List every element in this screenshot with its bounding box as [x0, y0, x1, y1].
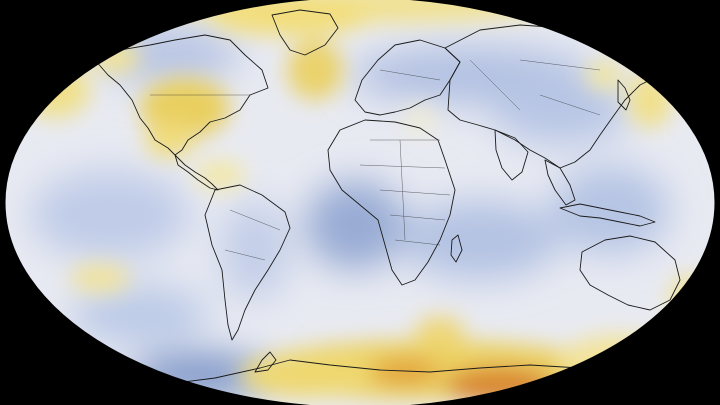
border-line — [394, 239, 441, 246]
southeast-asia-outline — [544, 159, 576, 206]
australia-outline — [579, 235, 681, 311]
indian-ocean-cool-region — [400, 200, 560, 280]
border-line — [399, 139, 406, 241]
india-outline — [494, 129, 529, 181]
antarctica-east-warm-region — [240, 353, 380, 397]
madagascar-outline — [450, 234, 463, 263]
south-america-cool-region — [220, 200, 290, 300]
cool-anomaly-layer — [30, 25, 670, 397]
south-pacific-warm-region — [70, 264, 130, 292]
japan-outline — [617, 79, 631, 111]
indonesia-outline — [559, 203, 656, 227]
tropical-atlantic-cool-region — [305, 180, 405, 270]
greenland-outline — [271, 9, 339, 56]
north-america-outline — [94, 34, 269, 156]
south-atlantic-warm-region — [415, 316, 465, 344]
border-line — [359, 164, 446, 169]
south-pacific-cool-region — [70, 285, 210, 345]
north-atlantic-warm-region — [287, 40, 343, 100]
border-line — [389, 214, 446, 221]
globe-edge — [4, 0, 716, 405]
border-line — [519, 59, 601, 71]
greenland-warm-region — [210, 0, 370, 36]
central-america-warm-region — [195, 160, 245, 190]
europe-warm-region — [402, 106, 438, 134]
border-line — [229, 209, 281, 231]
borders-layer — [150, 59, 601, 261]
japan-warm-region — [587, 61, 623, 89]
border-line — [224, 249, 266, 261]
south-america-outline — [204, 184, 291, 341]
africa-outline — [327, 119, 456, 286]
border-line — [469, 59, 521, 111]
antarctica-orange-region — [370, 358, 440, 386]
border-line — [379, 69, 441, 81]
central-america-outline — [174, 154, 219, 191]
border-line — [539, 94, 601, 116]
east-pacific-cool-region — [30, 170, 190, 260]
central-asia-cool-region — [490, 75, 630, 145]
border-line — [379, 189, 451, 196]
antarctic-peninsula-outline — [254, 351, 277, 373]
